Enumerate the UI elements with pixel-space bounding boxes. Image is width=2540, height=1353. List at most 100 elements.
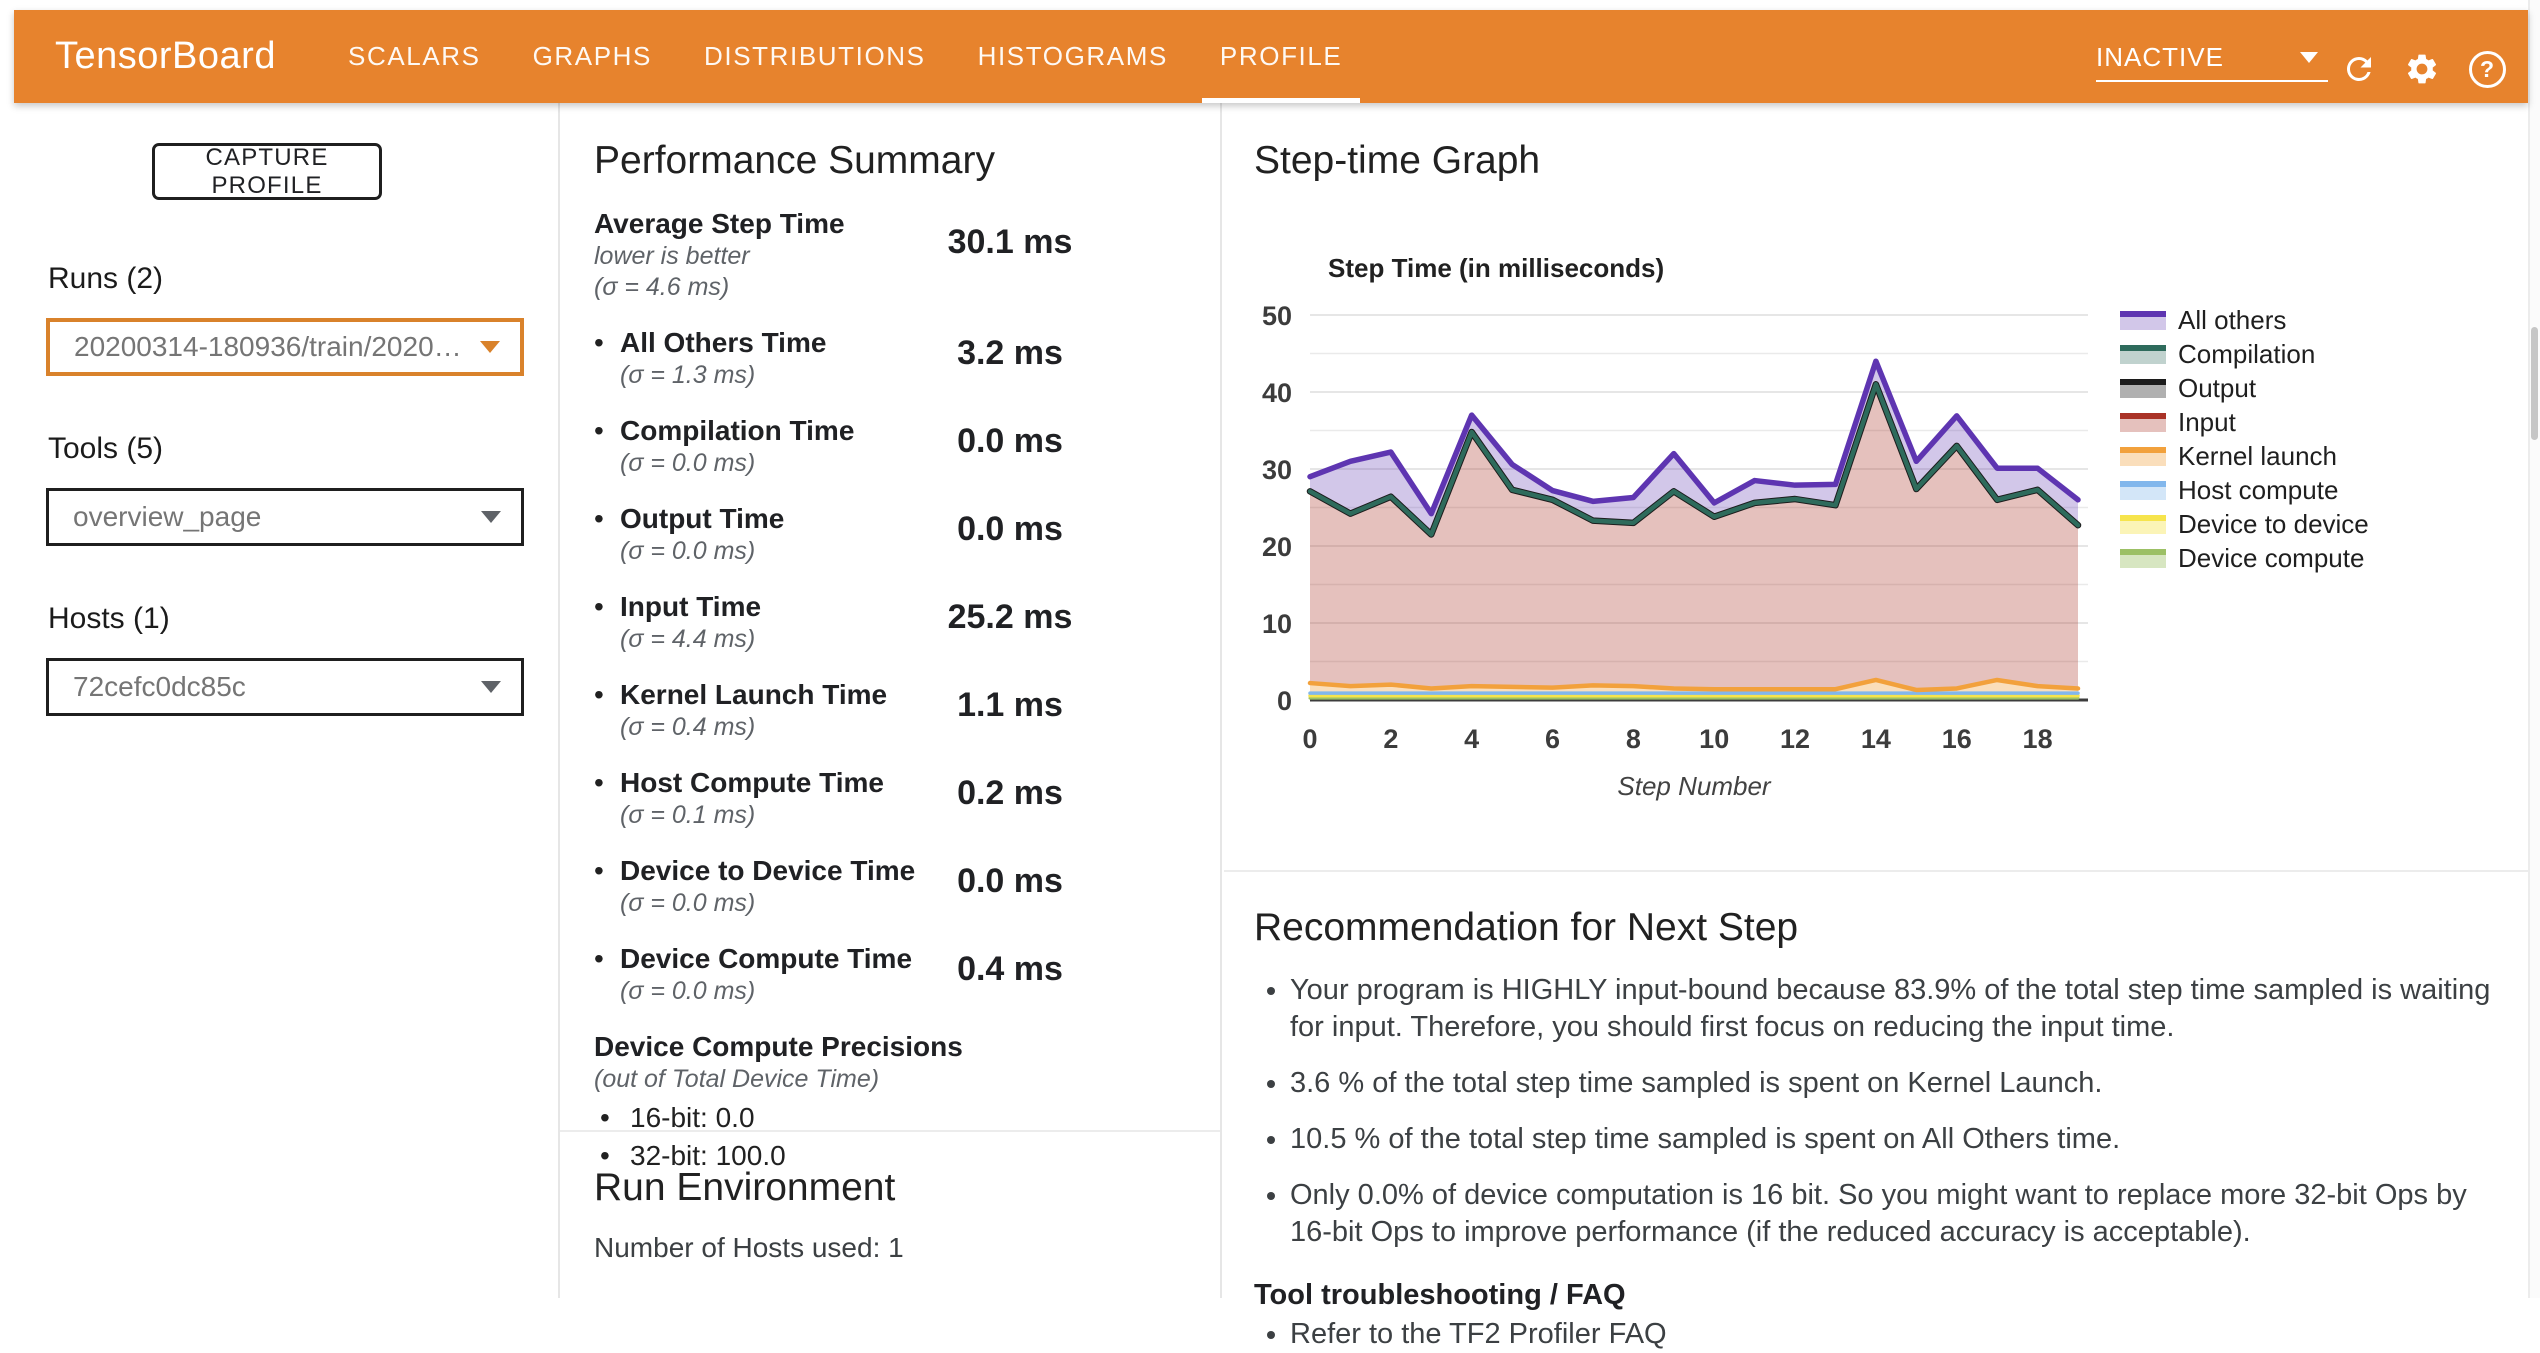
bullet-icon: • (594, 591, 604, 622)
svg-text:Step Time (in milliseconds): Step Time (in milliseconds) (1328, 253, 1664, 283)
scrollbar-track[interactable] (2528, 0, 2540, 1298)
hosts-select[interactable]: 72cefc0dc85c (46, 658, 524, 716)
legend-item-output: Output (2120, 373, 2369, 403)
help-button[interactable]: ? (2467, 49, 2507, 89)
precision-item-text: 16-bit: 0.0 (630, 1102, 755, 1133)
perf-item-text: All Others Time (σ = 1.3 ms) (620, 326, 1196, 391)
recommendation-title: Recommendation for Next Step (1254, 906, 1799, 949)
legend-label: Input (2178, 407, 2236, 437)
settings-button[interactable] (2402, 49, 2442, 89)
recommendation-item: Only 0.0% of device computation is 16 bi… (1290, 1177, 2498, 1251)
bullet-icon: • (594, 943, 604, 974)
legend-swatch (2120, 481, 2166, 500)
capture-profile-button[interactable]: CAPTURE PROFILE (152, 143, 382, 200)
runs-select-value: 20200314-180936/train/2020_03_… (74, 331, 474, 362)
svg-text:4: 4 (1464, 724, 1479, 754)
bullet-icon: • (600, 1140, 610, 1171)
legend-swatch-fill (2120, 453, 2166, 466)
legend-label: Device compute (2178, 543, 2365, 573)
app-title: TensorBoard (55, 35, 276, 77)
run-environment-title: Run Environment (594, 1166, 896, 1209)
help-icon: ? (2468, 50, 2506, 88)
tab-scalars[interactable]: SCALARS (348, 41, 481, 71)
step-time-chart: Step Time (in milliseconds) 0 10 20 30 40 50 0 2… (1262, 253, 2088, 801)
performance-items: • All Others Time (σ = 1.3 ms) 3.2 ms • Compi… (594, 326, 1196, 1007)
svg-text:0: 0 (1277, 686, 1292, 716)
svg-text:14: 14 (1861, 724, 1891, 754)
legend-label: Host compute (2178, 475, 2339, 505)
legend-swatch-line (2120, 379, 2166, 385)
svg-text:10: 10 (1699, 724, 1729, 754)
legend-swatch-fill (2120, 487, 2166, 500)
perf-item-value: 0.0 ms (957, 510, 1063, 548)
perf-item-value: 0.2 ms (957, 774, 1063, 812)
perf-item-text: Device to Device Time (σ = 0.0 ms) (620, 854, 1196, 919)
legend-swatch (2120, 311, 2166, 330)
chart-legend: All others Compilation Output Input Kernel l… (2120, 305, 2369, 582)
perf-item-kernel-launch-time: • Kernel Launch Time (σ = 0.4 ms) 1.1 ms (594, 678, 1196, 743)
legend-swatch-line (2120, 447, 2166, 453)
perf-item-input-time: • Input Time (σ = 4.4 ms) 25.2 ms (594, 590, 1196, 655)
perf-item-text: Compilation Time (σ = 0.0 ms) (620, 414, 1196, 479)
legend-swatch-line (2120, 413, 2166, 419)
legend-swatch (2120, 345, 2166, 364)
perf-item-device-to-device-time: • Device to Device Time (σ = 0.0 ms) 0.0 ms (594, 854, 1196, 919)
svg-text:20: 20 (1262, 532, 1292, 562)
perf-item-label: Kernel Launch Time (620, 679, 888, 710)
precisions-title: Device Compute Precisions (594, 1031, 963, 1062)
legend-item-compilation: Compilation (2120, 339, 2369, 369)
refresh-icon (2346, 56, 2371, 81)
status-dropdown-value: INACTIVE (2096, 41, 2224, 72)
legend-swatch (2120, 379, 2166, 398)
perf-item-sigma: (σ = 0.1 ms) (620, 801, 756, 829)
perf-item-text: Device Compute Time (σ = 0.0 ms) (620, 942, 1196, 1007)
runs-select[interactable]: 20200314-180936/train/2020_03_… (46, 318, 524, 376)
tools-select-value: overview_page (73, 501, 262, 532)
precision-item: • 32-bit: 100.0 (594, 1137, 1196, 1175)
tools-select[interactable]: overview_page (46, 488, 524, 546)
perf-item-all-others-time: • All Others Time (σ = 1.3 ms) 3.2 ms (594, 326, 1196, 391)
perf-item-value: 0.0 ms (957, 862, 1063, 900)
nav-tabs: SCALARS GRAPHS DISTRIBUTIONS HISTOGRAMS PROF… (345, 10, 1361, 103)
refresh-button[interactable] (2339, 49, 2379, 89)
tab-graphs[interactable]: GRAPHS (532, 41, 652, 71)
svg-text:12: 12 (1780, 724, 1810, 754)
perf-item-output-time: • Output Time (σ = 0.0 ms) 0.0 ms (594, 502, 1196, 567)
legend-swatch-line (2120, 311, 2166, 317)
perf-item-sigma: (σ = 0.0 ms) (620, 537, 756, 565)
precision-item: • 16-bit: 0.0 (594, 1099, 1196, 1137)
legend-label: All others (2178, 305, 2287, 335)
app-header: TensorBoard SCALARS GRAPHS DISTRIBUTIONS HI… (14, 10, 2528, 103)
perf-item-text: Kernel Launch Time (σ = 0.4 ms) (620, 678, 1196, 743)
faq-title: Tool troubleshooting / FAQ (1254, 1279, 1626, 1311)
tab-histograms[interactable]: HISTOGRAMS (977, 41, 1168, 71)
chevron-down-icon (481, 511, 501, 523)
legend-label: Device to device (2178, 509, 2369, 539)
tab-profile[interactable]: PROFILE (1201, 10, 1361, 103)
divider (560, 1130, 1220, 1132)
faq-item[interactable]: Refer to the TF2 Profiler FAQ (1290, 1316, 2498, 1353)
hosts-label: Hosts (1) (48, 602, 170, 635)
perf-item-sigma: (σ = 0.0 ms) (620, 889, 756, 917)
legend-swatch-line (2120, 345, 2166, 351)
legend-item-kernel-launch: Kernel launch (2120, 441, 2369, 471)
legend-swatch (2120, 447, 2166, 466)
legend-swatch-fill (2120, 385, 2166, 398)
legend-item-input: Input (2120, 407, 2369, 437)
chevron-down-icon (2300, 51, 2318, 63)
tab-distributions[interactable]: DISTRIBUTIONS (704, 41, 926, 71)
svg-text:16: 16 (1942, 724, 1972, 754)
help-glyph: ? (2479, 55, 2495, 82)
legend-swatch (2120, 515, 2166, 534)
perf-item-text: Host Compute Time (σ = 0.1 ms) (620, 766, 1196, 831)
bullet-icon: • (594, 503, 604, 534)
scrollbar-thumb[interactable] (2531, 327, 2538, 440)
perf-item-value: 0.4 ms (957, 950, 1063, 988)
svg-text:18: 18 (2023, 724, 2053, 754)
perf-item-value: 25.2 ms (947, 598, 1073, 636)
svg-text:10: 10 (1262, 609, 1292, 639)
perf-item-label: Device Compute Time (620, 943, 913, 974)
average-step-time-sigma: (σ = 4.6 ms) (594, 273, 730, 301)
status-dropdown[interactable]: INACTIVE (2096, 34, 2328, 82)
legend-item-host-compute: Host compute (2120, 475, 2369, 505)
